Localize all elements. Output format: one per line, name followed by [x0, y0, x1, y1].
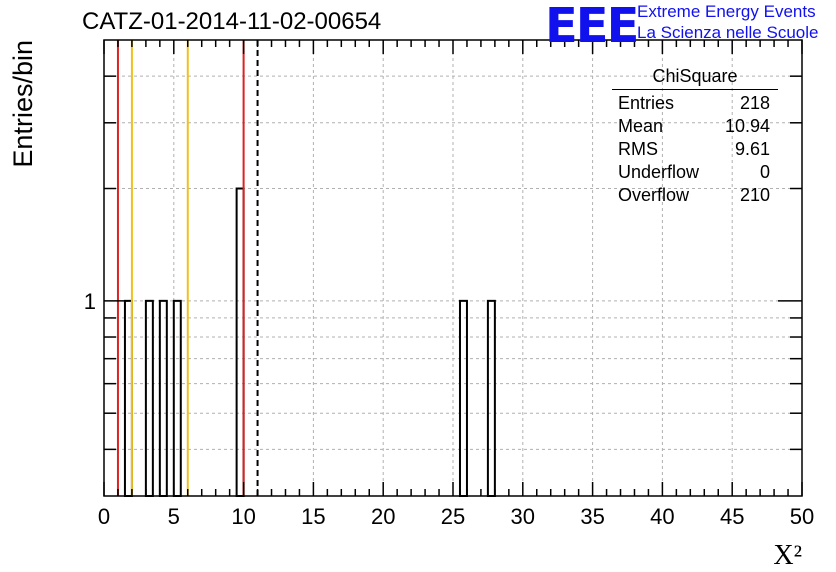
- stats-value: 10.94: [724, 116, 770, 136]
- histogram-bar: [235, 187, 245, 497]
- stats-row-mean: Mean 10.94: [612, 115, 778, 138]
- y-tick-label: 1: [84, 289, 96, 314]
- x-tick-label: 5: [168, 504, 180, 529]
- stats-label: Entries: [618, 93, 675, 113]
- stats-value: 9.61: [734, 139, 770, 159]
- stats-label: Mean: [618, 116, 664, 136]
- x-tick-label: 0: [98, 504, 110, 529]
- stats-label: Overflow: [618, 185, 690, 205]
- x-tick-label: 10: [231, 504, 255, 529]
- stats-value: 210: [739, 185, 770, 205]
- stats-row-entries: Entries 218: [612, 92, 778, 115]
- x-axis-label: X²: [773, 540, 802, 571]
- stats-label: RMS: [618, 139, 658, 159]
- stats-row-rms: RMS 9.61: [612, 138, 778, 161]
- x-tick-label: 50: [790, 504, 814, 529]
- histogram-bar: [123, 299, 133, 497]
- stats-value: 0: [759, 162, 770, 182]
- stats-box: ChiSquare Entries 218 Mean 10.94 RMS 9.6…: [612, 66, 778, 207]
- logo-line-1: Extreme Energy Events: [637, 2, 816, 21]
- eee-logo: EEE: [545, 0, 639, 54]
- stats-value: 218: [739, 93, 770, 113]
- x-tick-label: 35: [580, 504, 604, 529]
- x-tick-label: 30: [511, 504, 535, 529]
- histogram-bar: [458, 299, 468, 497]
- chart-title: CATZ-01-2014-11-02-00654: [82, 8, 382, 35]
- x-tick-label: 15: [301, 504, 325, 529]
- x-tick-label: 40: [650, 504, 674, 529]
- stats-row-underflow: Underflow 0: [612, 161, 778, 184]
- stats-title: ChiSquare: [612, 66, 778, 90]
- x-tick-label: 45: [720, 504, 744, 529]
- histogram-bar: [172, 299, 182, 497]
- stats-row-overflow: Overflow 210: [612, 184, 778, 207]
- histogram-bar: [486, 299, 496, 497]
- logo-line-2: La Scienza nelle Scuole: [637, 23, 819, 42]
- histogram-bar: [158, 299, 168, 497]
- x-tick-label: 20: [371, 504, 395, 529]
- y-axis-label: Entries/bin: [8, 40, 38, 168]
- x-tick-label: 25: [441, 504, 465, 529]
- stats-label: Underflow: [618, 162, 700, 182]
- histogram-bar: [144, 299, 154, 497]
